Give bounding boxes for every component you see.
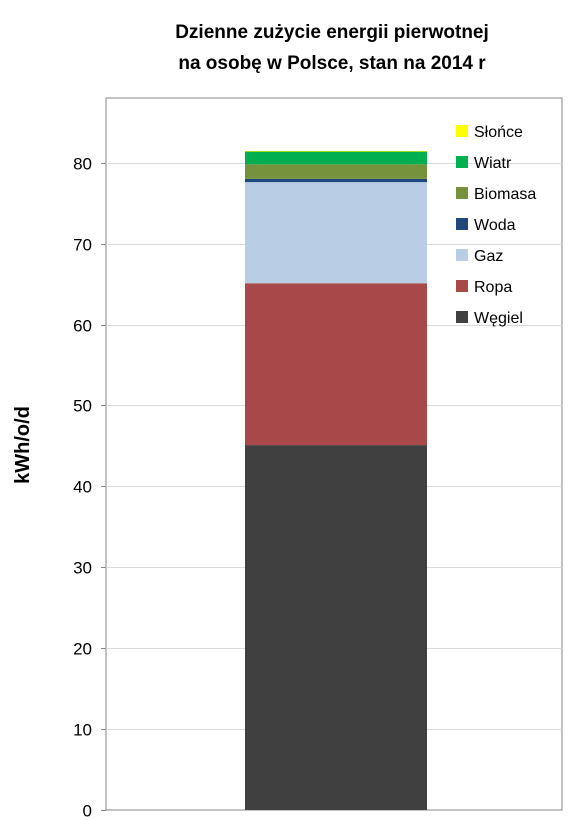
legend: Słońce Wiatr Biomasa Woda Gaz Ropa Węgiel <box>456 124 536 327</box>
bar-stack <box>245 150 427 810</box>
legend-label-gaz: Gaz <box>474 248 503 265</box>
legend-label-ropa: Ropa <box>474 279 512 296</box>
y-tick-label-30: 30 <box>73 559 92 578</box>
bar-segment-ropa <box>245 283 427 446</box>
bar-segment-gaz <box>245 182 427 284</box>
chart-title-line-1: Dzienne zużycie energii pierwotnej <box>175 22 489 43</box>
y-tick-label-70: 70 <box>73 236 92 255</box>
bar-segment-wiatr <box>245 151 427 165</box>
bar-segment-biomasa <box>245 164 427 179</box>
legend-label-słońce: Słońce <box>474 124 523 141</box>
legend-swatch-woda <box>456 218 468 230</box>
chart-title-line-2: na osobę w Polsce, stan na 2014 r <box>178 53 486 74</box>
bar-segment-słońce <box>245 150 427 152</box>
legend-label-wiatr: Wiatr <box>474 155 512 172</box>
y-tick-label-60: 60 <box>73 317 92 336</box>
legend-swatch-słońce <box>456 125 468 137</box>
bar-segment-węgiel <box>245 445 427 810</box>
legend-swatch-ropa <box>456 280 468 292</box>
legend-swatch-gaz <box>456 249 468 261</box>
legend-label-biomasa: Biomasa <box>474 186 536 203</box>
y-axis-label: kWh/o/d <box>12 406 34 484</box>
legend-swatch-węgiel <box>456 311 468 323</box>
y-tick-label-10: 10 <box>73 721 92 740</box>
bar-segment-woda <box>245 178 427 183</box>
y-axis: 0 10 20 30 40 50 60 70 80 <box>73 155 106 820</box>
y-tick-label-20: 20 <box>73 640 92 659</box>
y-tick-label-50: 50 <box>73 397 92 416</box>
legend-swatch-wiatr <box>456 156 468 168</box>
legend-label-węgiel: Węgiel <box>474 310 523 327</box>
y-tick-label-80: 80 <box>73 155 92 174</box>
legend-swatch-biomasa <box>456 187 468 199</box>
legend-label-woda: Woda <box>474 217 516 234</box>
y-tick-label-40: 40 <box>73 478 92 497</box>
y-tick-label-0: 0 <box>83 802 92 820</box>
